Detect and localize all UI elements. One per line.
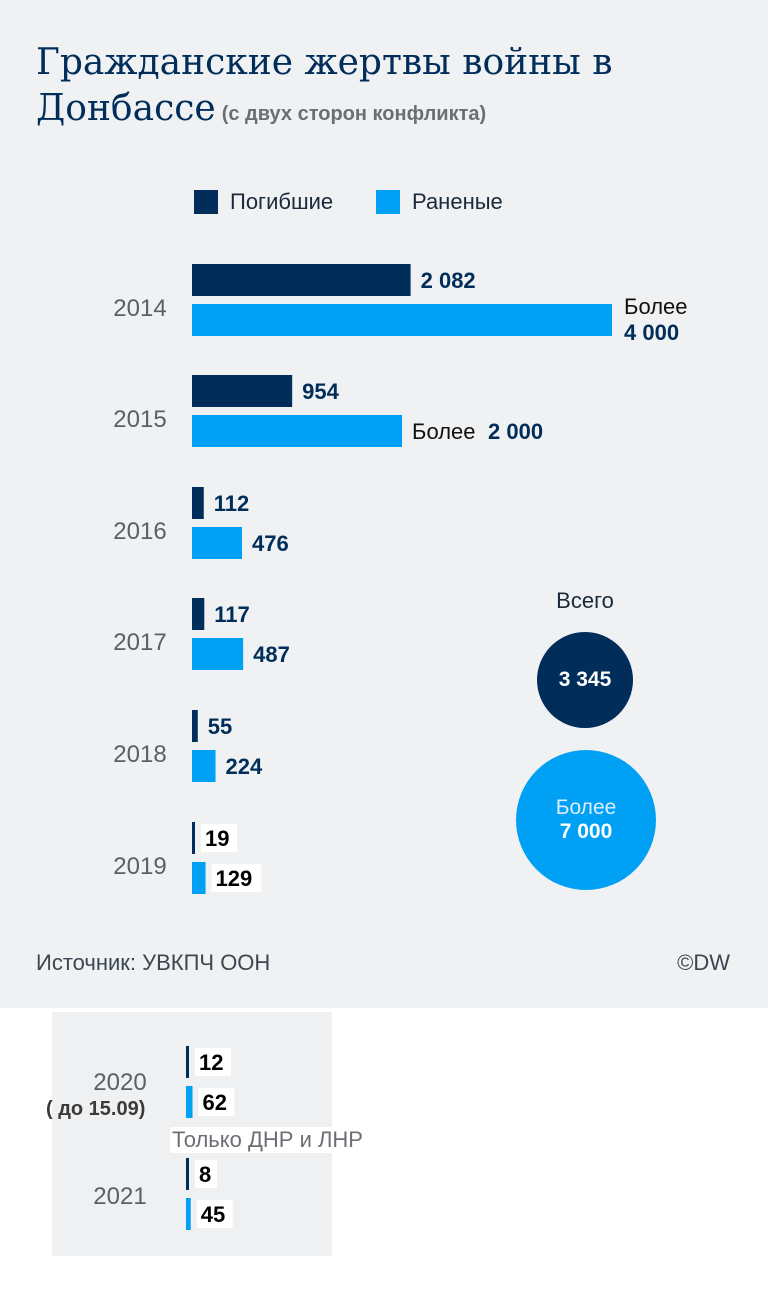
category-label-2019: 2019 [113, 853, 166, 880]
title-text: Гражданские жертвы войны в Донбассе [36, 42, 613, 129]
value-label-wounded-2018: 224 [226, 754, 263, 779]
value-label-bg-wounded-2019 [211, 864, 262, 892]
value-label-wounded-2017: 487 [253, 642, 290, 667]
copyright: ©DW [677, 950, 730, 975]
category-label-2015: 2015 [113, 406, 166, 433]
value-label-bg-killed-2020 [195, 1048, 231, 1076]
note-dnr-lnr: Только ДНР и ЛНР [170, 1127, 365, 1153]
value-label-killed-2014: 2 082 [421, 268, 476, 293]
bar-wounded-2021 [186, 1198, 191, 1230]
bar-killed-2015 [192, 375, 293, 407]
bar-wounded-2019 [192, 862, 206, 894]
value-label-bg-wounded-2020 [198, 1088, 235, 1116]
bar-wounded-2018 [192, 750, 216, 782]
value-label-wounded-2019: 129 [216, 866, 253, 891]
legend-label-wounded: Раненые [412, 189, 503, 214]
value-prefix-2015: Более [412, 419, 476, 444]
value-label-killed-2016: 112 [214, 491, 250, 516]
value-label-bg-wounded-2021 [196, 1200, 233, 1228]
value-label-wounded-2020: 62 [203, 1090, 227, 1115]
total-killed-circle: 3 345 [537, 632, 633, 728]
source-text: Источник: УВКПЧ ООН [36, 950, 271, 975]
legend-swatch-wounded [376, 190, 400, 214]
bar-killed-2020 [186, 1046, 189, 1078]
category-label-2020: 2020 [93, 1069, 146, 1096]
subtitle: (с двух сторон конфликта) [221, 103, 487, 125]
value-label-wounded-2021: 45 [201, 1202, 225, 1227]
bar-killed-2018 [192, 710, 198, 742]
totals-label: Всего [556, 588, 614, 613]
legend-swatch-killed [194, 190, 218, 214]
value-label-killed-2015: 954 [302, 379, 339, 404]
bar-wounded-2020 [186, 1086, 193, 1118]
value-label-wounded-2015: 2 000 [488, 419, 543, 444]
legend-label-killed: Погибшие [230, 189, 334, 214]
note-2020-date: ( до 15.09) [46, 1098, 146, 1120]
bar-killed-2017 [192, 598, 205, 630]
bar-wounded-2015 [192, 415, 402, 447]
value-label-killed-2019: 19 [205, 826, 229, 851]
category-label-2014: 2014 [113, 295, 166, 322]
page-title: Гражданские жертвы войны в Донбассе (с дв… [36, 40, 726, 137]
value-label-bg-killed-2021 [195, 1160, 217, 1188]
value-label-killed-2018: 55 [208, 714, 232, 739]
total-wounded-circle: Более 7 000 [516, 750, 656, 890]
total-wounded-prefix: Более [555, 796, 617, 819]
value-label-wounded-2014: 4 000 [624, 320, 679, 345]
bar-wounded-2016 [192, 527, 242, 559]
bar-killed-2021 [186, 1158, 189, 1190]
value-label-wounded-2016: 476 [252, 531, 289, 556]
bar-wounded-2017 [192, 638, 244, 670]
bar-killed-2014 [192, 264, 411, 296]
total-wounded-value: 7 000 [559, 820, 613, 843]
category-label-2016: 2016 [113, 518, 166, 545]
value-label-killed-2021: 8 [199, 1162, 211, 1187]
value-prefix-2014: Более [624, 294, 688, 319]
value-label-bg-killed-2019 [201, 824, 237, 852]
bar-killed-2019 [192, 822, 195, 854]
value-label-killed-2017: 117 [214, 602, 250, 627]
category-label-2018: 2018 [113, 741, 166, 768]
category-label-2021: 2021 [93, 1183, 146, 1210]
bar-wounded-2014 [192, 304, 612, 336]
bar-killed-2016 [192, 487, 204, 519]
total-killed-value: 3 345 [558, 668, 612, 691]
value-label-killed-2020: 12 [199, 1050, 223, 1075]
category-label-2017: 2017 [113, 629, 166, 656]
